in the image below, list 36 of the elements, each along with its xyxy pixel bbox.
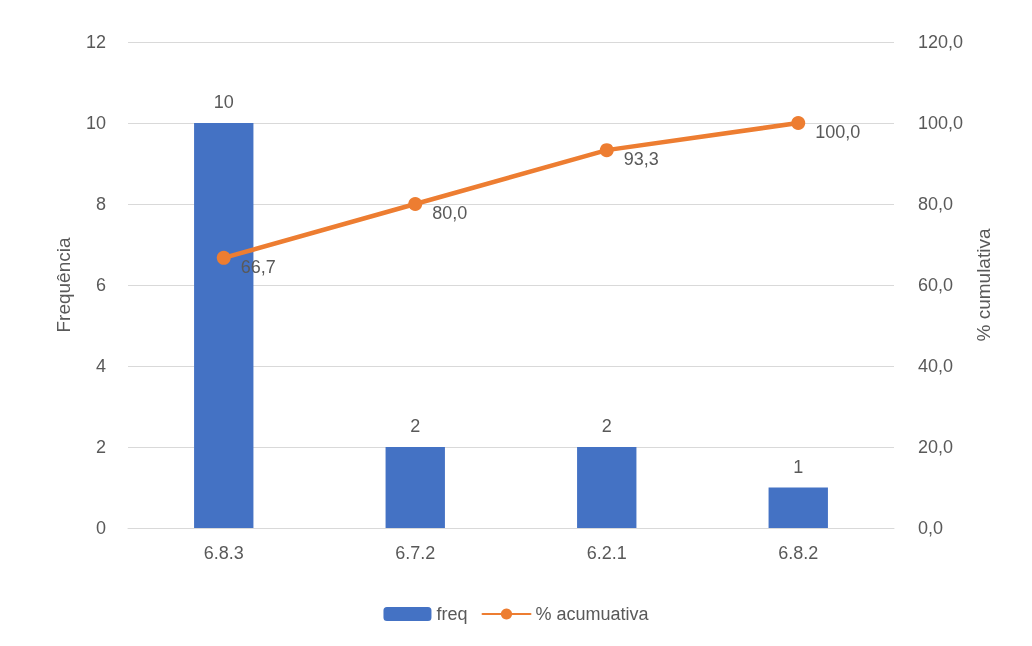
y2-tick-label: 0,0 xyxy=(918,518,944,538)
point xyxy=(408,197,423,211)
x-tick-label: 6.2.1 xyxy=(586,543,627,563)
x-tick-label: 6.8.2 xyxy=(778,543,819,563)
y-tick-label: 2 xyxy=(95,437,106,457)
y2-tick-label: 20,0 xyxy=(918,437,954,457)
data-label: 2 xyxy=(410,416,421,436)
y2-tick-label: 60,0 xyxy=(918,275,954,295)
y-tick-label: 10 xyxy=(85,113,106,133)
point xyxy=(791,116,806,130)
y2-tick-label: 40,0 xyxy=(918,356,954,376)
y2-axis-title: % cumulativa xyxy=(972,228,994,342)
data-label: 80,0 xyxy=(432,203,468,223)
data-label: 1 xyxy=(793,456,804,477)
bar xyxy=(768,487,828,528)
y-tick-label: 4 xyxy=(95,356,106,376)
y2-tick-label: 120,0 xyxy=(918,32,964,52)
point xyxy=(599,143,614,158)
y-axis-title: Frequência xyxy=(53,237,74,333)
data-label: 2 xyxy=(601,416,612,436)
bar xyxy=(385,447,445,528)
y-tick-label: 12 xyxy=(85,32,106,52)
y-tick-label: 6 xyxy=(95,275,106,295)
point xyxy=(216,250,231,265)
data-label: 100,0 xyxy=(815,122,861,142)
legend-label: freq xyxy=(436,604,468,624)
y2-tick-label: 100,0 xyxy=(918,113,964,133)
bar xyxy=(577,447,637,528)
x-tick-label: 6.7.2 xyxy=(395,543,436,563)
x-tick-label: 6.8.3 xyxy=(203,543,244,563)
data-label: 93,3 xyxy=(623,149,659,170)
y-tick-label: 0 xyxy=(95,518,106,538)
data-label: 10 xyxy=(213,92,234,112)
legend-label: % acumuativa xyxy=(535,604,650,624)
y-tick-label: 8 xyxy=(95,194,106,214)
y2-tick-label: 80,0 xyxy=(918,194,954,214)
